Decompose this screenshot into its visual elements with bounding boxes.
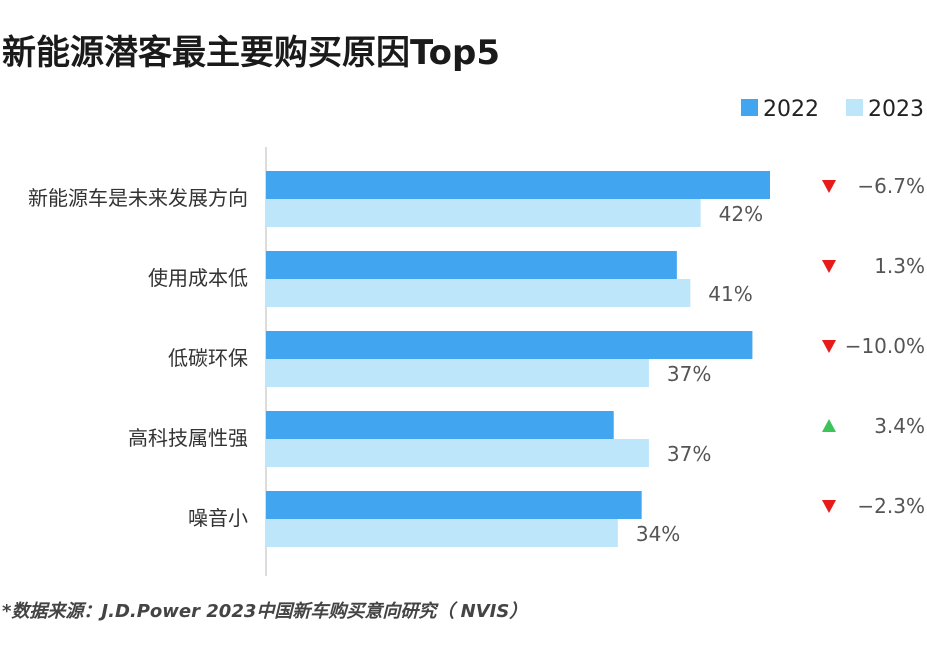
value-label-2023-cat-4: 37%	[667, 442, 711, 466]
source-note: *数据来源：J.D.Power 2023中国新车购买意向研究（ NVIS）	[2, 601, 527, 622]
triangle-down-icon-cat-2	[822, 260, 836, 273]
bar-2022-cat-4	[266, 411, 614, 439]
chart-title: 新能源潜客最主要购买原因Top5	[2, 33, 500, 73]
value-label-2023-cat-3: 37%	[667, 362, 711, 386]
value-label-2023-cat-1: 42%	[719, 202, 763, 226]
change-label-cat-5: −2.3%	[857, 494, 925, 518]
value-label-2023-cat-2: 41%	[708, 282, 752, 306]
change-label-cat-4: 3.4%	[874, 414, 925, 438]
bars-group: 新能源车是未来发展方向 42% −6.7% 使用成本低 41% 1.3% 低碳环保 37% −1…	[28, 171, 925, 547]
bar-2023-cat-4	[266, 439, 649, 467]
category-label-cat-1: 新能源车是未来发展方向	[28, 186, 248, 210]
change-label-cat-3: −10.0%	[845, 334, 925, 358]
bar-2022-cat-5	[266, 491, 642, 519]
legend-label-2022: 2022	[763, 97, 819, 122]
value-label-2023-cat-5: 34%	[636, 522, 680, 546]
legend-label-2023: 2023	[868, 97, 924, 122]
change-label-cat-2: 1.3%	[874, 254, 925, 278]
legend: 2022 2023	[741, 97, 924, 122]
triangle-down-icon-cat-3	[822, 340, 836, 353]
bar-2022-cat-3	[266, 331, 753, 359]
category-label-cat-2: 使用成本低	[148, 266, 248, 290]
triangle-down-icon-cat-5	[822, 500, 836, 513]
bar-2022-cat-1	[266, 171, 770, 199]
category-label-cat-5: 噪音小	[188, 506, 248, 530]
bar-2023-cat-3	[266, 359, 649, 387]
bar-2023-cat-2	[266, 279, 691, 307]
category-label-cat-4: 高科技属性强	[128, 426, 248, 450]
legend-swatch-2022	[741, 99, 758, 116]
bar-2023-cat-5	[266, 519, 618, 547]
triangle-up-icon-cat-4	[822, 419, 836, 432]
category-label-cat-3: 低碳环保	[168, 346, 248, 370]
bar-2022-cat-2	[266, 251, 677, 279]
change-label-cat-1: −6.7%	[857, 174, 925, 198]
bar-2023-cat-1	[266, 199, 701, 227]
legend-swatch-2023	[846, 99, 863, 116]
triangle-down-icon-cat-1	[822, 180, 836, 193]
